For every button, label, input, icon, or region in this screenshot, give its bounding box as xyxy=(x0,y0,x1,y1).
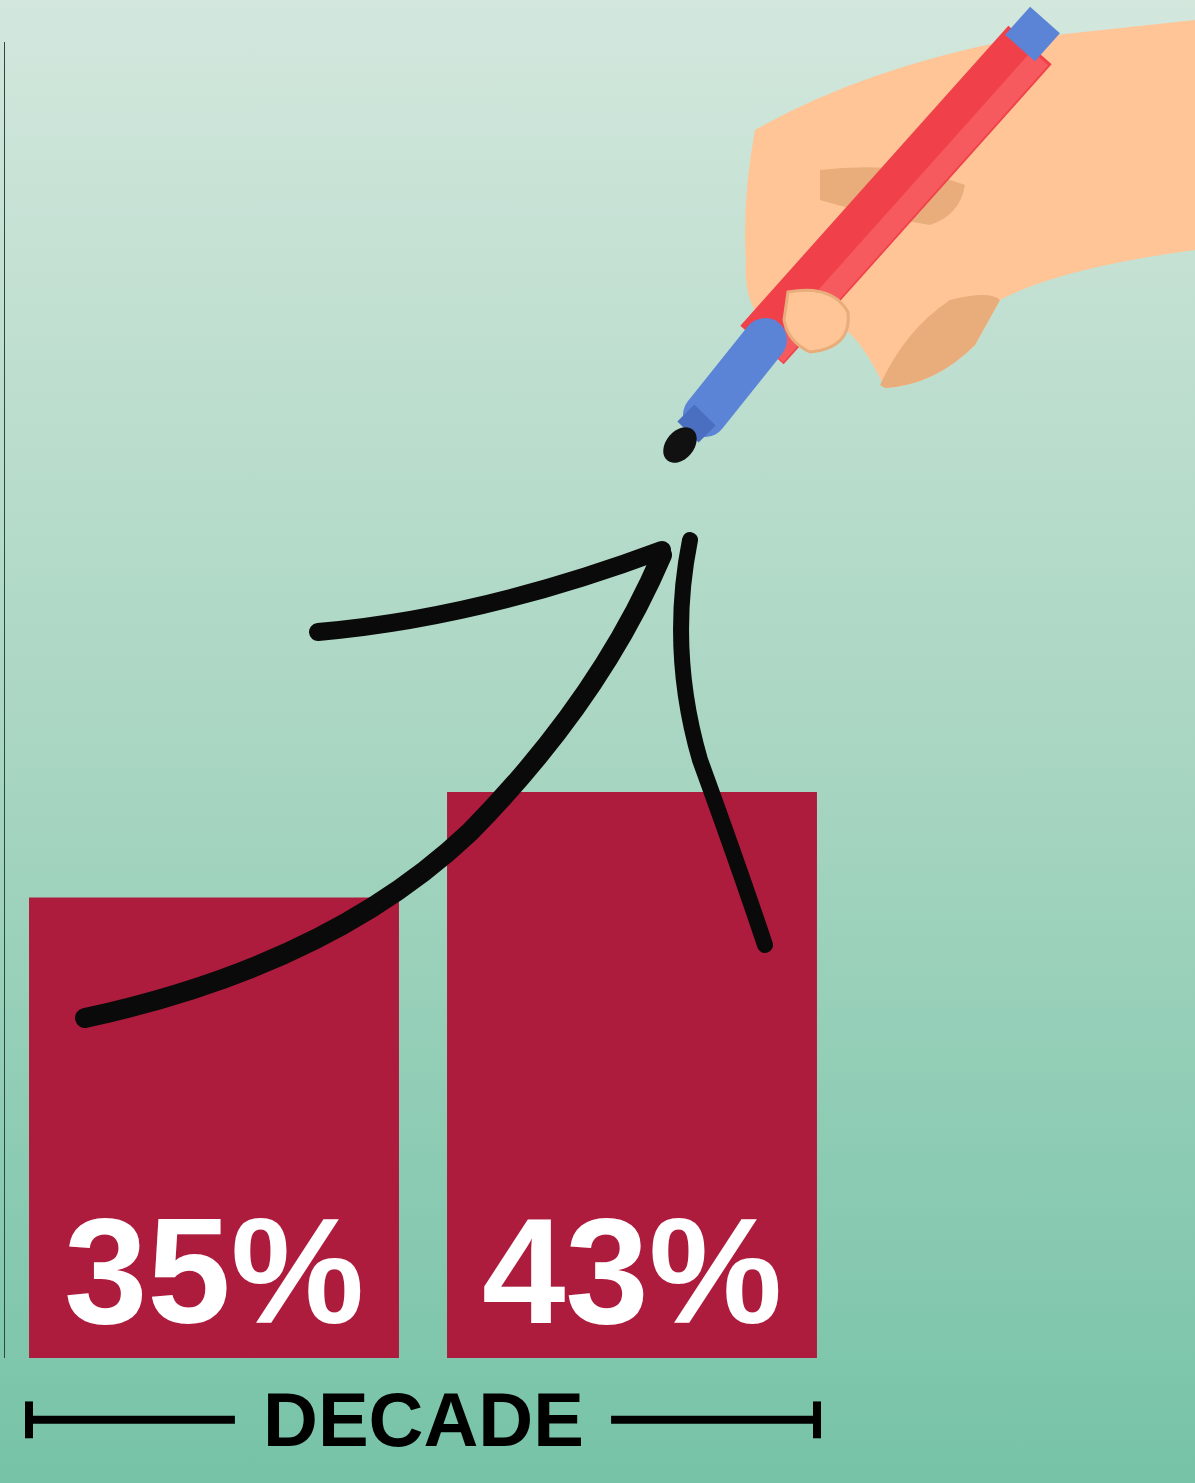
svg-text:DECADE: DECADE xyxy=(263,1377,584,1462)
svg-text:43%: 43% xyxy=(482,1187,782,1355)
svg-text:35%: 35% xyxy=(64,1187,364,1355)
